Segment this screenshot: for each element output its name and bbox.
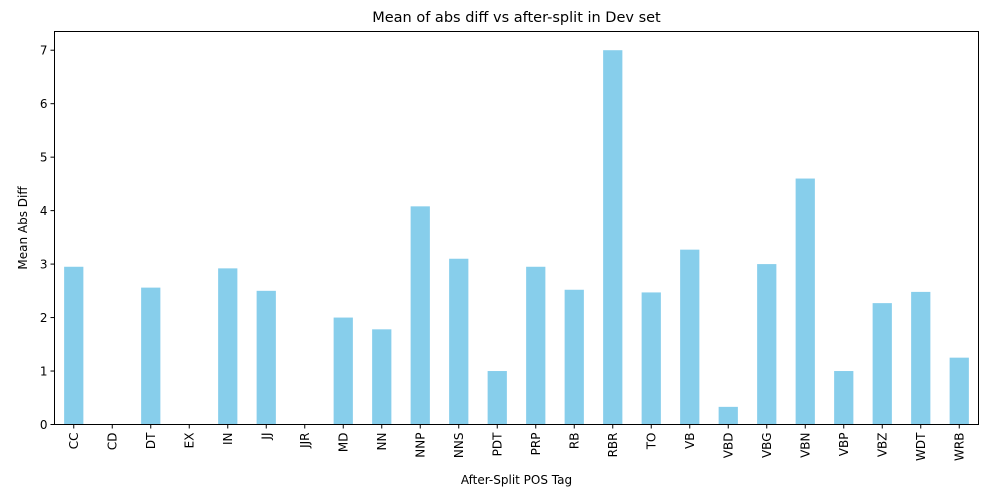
x-tick-label: NN [375, 433, 389, 451]
x-tick-label: PRP [529, 433, 543, 456]
bar-vbz [872, 303, 892, 425]
bar-wrb [949, 357, 969, 425]
bar-prp [526, 266, 546, 425]
x-tick-label: CC [67, 433, 81, 450]
bar-rbr [603, 50, 623, 425]
bar-md [333, 317, 353, 425]
bar-dt [141, 287, 161, 425]
x-tick-label: WDT [914, 432, 928, 461]
x-tick-label: RBR [606, 433, 620, 458]
plot-frame [54, 31, 979, 425]
x-tick-label: CD [105, 433, 119, 451]
y-tick-label: 7 [40, 44, 48, 58]
y-tick-label: 4 [40, 204, 48, 218]
y-tick-label: 1 [40, 365, 48, 379]
bars-group [64, 50, 969, 425]
bar-vbn [795, 178, 815, 425]
y-tick-label: 2 [40, 311, 48, 325]
x-tick-label: MD [336, 433, 350, 453]
x-tick-label: JJ [259, 433, 273, 441]
x-tick-label: VBN [798, 433, 812, 458]
y-tick-label: 5 [40, 151, 48, 165]
bar-in [218, 268, 238, 425]
y-tick-label: 6 [40, 97, 48, 111]
x-tick-label: JJR [298, 433, 312, 449]
x-tick-label: VBG [760, 433, 774, 459]
bar-jj [256, 290, 276, 425]
x-tick-label: NNP [413, 433, 427, 458]
x-tick-label: PDT [490, 432, 504, 456]
x-axis-label: After-Split POS Tag [461, 473, 572, 487]
bar-vb [680, 249, 700, 425]
bar-nns [449, 258, 469, 425]
bar-to [641, 292, 661, 425]
y-axis-label: Mean Abs Diff [16, 186, 30, 270]
x-tick-label: IN [221, 433, 235, 446]
bar-nnp [410, 206, 430, 425]
bar-rb [564, 289, 584, 425]
chart-title: Mean of abs diff vs after-split in Dev s… [372, 10, 661, 26]
y-tick-label: 3 [40, 258, 48, 272]
x-tick-label: EX [182, 433, 196, 449]
x-tick-label: VBP [837, 433, 851, 457]
y-axis-ticks: 0 1 2 3 4 5 6 7 [40, 44, 55, 432]
x-tick-label: DT [144, 432, 158, 449]
bar-cc [64, 266, 84, 425]
x-tick-label: NNS [452, 433, 466, 459]
x-tick-label: VBZ [875, 433, 889, 458]
x-tick-label: VBD [721, 433, 735, 459]
bar-wdt [911, 291, 931, 425]
x-tick-label: VB [683, 433, 697, 449]
x-axis-ticks: CC CD DT EX IN JJ JJR MD NN NNP NNS PDT PRP RB RBR TO VB… [67, 424, 966, 461]
bar-vbp [834, 371, 854, 425]
y-tick-label: 0 [40, 418, 48, 432]
bar-nn [372, 329, 392, 425]
bar-pdt [487, 371, 507, 425]
x-tick-label: TO [644, 433, 658, 451]
bar-vbd [718, 406, 738, 425]
x-tick-label: RB [567, 433, 581, 450]
bar-vbg [757, 264, 777, 425]
x-tick-label: WRB [952, 433, 966, 461]
